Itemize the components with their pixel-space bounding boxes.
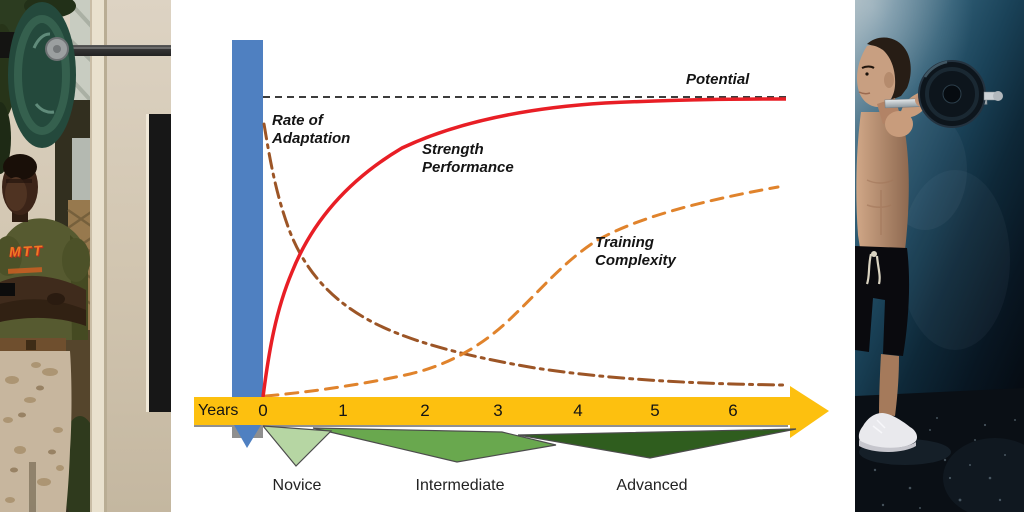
brow (861, 65, 875, 69)
eye (865, 72, 869, 76)
sky-patch (72, 138, 94, 202)
right-photo (855, 0, 1024, 512)
plate-hub-right (942, 84, 962, 104)
leg (879, 354, 899, 416)
advanced-pennant (517, 428, 797, 459)
rate-of-adaptation-curve (262, 122, 786, 387)
camo-spots (3, 362, 64, 503)
years-axis-label: Years (198, 402, 239, 419)
ear (884, 72, 894, 88)
potential-label: Potential (686, 71, 750, 88)
floor-texture (943, 438, 1024, 512)
novice-label: Novice (272, 477, 322, 494)
drawstring-knot (871, 251, 877, 257)
tick-4: 4 (573, 401, 583, 420)
laces (872, 419, 886, 434)
intermediate-label: Intermediate (415, 477, 505, 494)
abs-lines (866, 179, 894, 235)
camo-pants (0, 351, 72, 512)
training-progression-chart: Potential Rate of Adaptation Strength Pe… (171, 0, 855, 512)
mouth (858, 91, 871, 95)
tick-2: 2 (420, 401, 430, 420)
strength-performance-curve (261, 97, 787, 398)
sleeve-right (62, 238, 90, 282)
plate-ring (14, 15, 70, 135)
pipe-edge (90, 0, 92, 512)
leg-gap-shadow (29, 462, 36, 512)
training-complexity-curve (264, 185, 780, 398)
hair (3, 154, 37, 180)
tick-3: 3 (493, 401, 503, 420)
shirt-print-line2 (7, 267, 43, 274)
hub-center (53, 45, 61, 53)
bar-end (993, 91, 1003, 101)
tick-1: 1 (338, 401, 348, 420)
smoke-haze (900, 170, 1010, 350)
torso (856, 112, 909, 250)
left-photo: MTT (0, 0, 171, 512)
belt-buckle (26, 340, 36, 350)
hand (47, 293, 65, 305)
camo-spots-dark (10, 385, 56, 473)
chart-canvas (171, 0, 855, 512)
wall-pipe (92, 0, 104, 512)
left-photo-art (0, 0, 171, 512)
y-axis-bar (232, 40, 263, 397)
rate-of-adaptation-label: Rate of Adaptation (272, 112, 351, 148)
sleeve-left (0, 236, 22, 276)
face (5, 177, 27, 211)
tick-0: 0 (258, 401, 268, 420)
squat-athlete (855, 37, 1003, 452)
tick-5: 5 (650, 401, 660, 420)
hair (867, 37, 911, 100)
novice-pennant (261, 425, 333, 467)
years-axis-arrowhead (790, 386, 829, 438)
advanced-label: Advanced (616, 477, 688, 494)
plate-logo-arcs (32, 32, 55, 114)
plate-highlight (923, 60, 948, 78)
drawstring (865, 253, 881, 285)
shirt-text: MTT (8, 242, 45, 260)
foliage-left-strip2 (0, 102, 11, 174)
face (857, 45, 896, 107)
marine-athlete (0, 154, 90, 512)
y-axis-down-arrow (234, 425, 261, 448)
right-photo-art (855, 0, 1024, 512)
white-sneaker (858, 413, 918, 449)
intermediate-pennant (312, 427, 557, 463)
dark-screen (149, 114, 171, 412)
sneaker-sole (859, 440, 916, 452)
screen-frame (146, 114, 149, 412)
pipe-shadow (104, 0, 107, 512)
barbell-bar (62, 45, 171, 56)
tick-6: 6 (728, 401, 738, 420)
strength-performance-label: Strength Performance (422, 141, 514, 177)
bar-glint (62, 47, 171, 49)
years-axis-band (194, 397, 790, 425)
black-wristband (0, 283, 15, 296)
crossed-forearm-lower (0, 299, 86, 326)
training-complexity-label: Training Complexity (595, 234, 676, 270)
plate-inner-ring (925, 67, 979, 121)
brow-shadow (6, 179, 32, 183)
